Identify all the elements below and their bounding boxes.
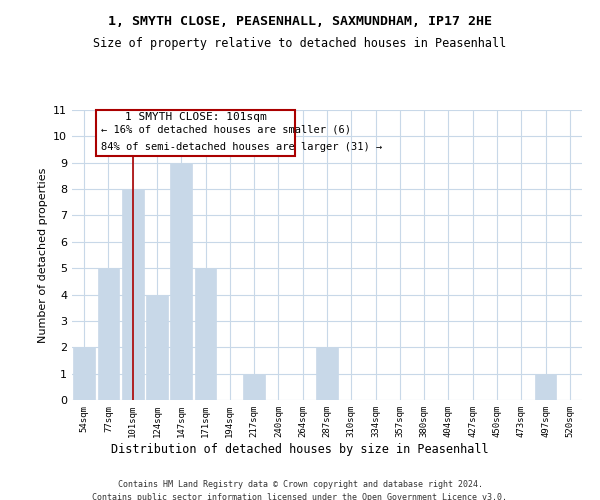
Bar <box>73 348 95 400</box>
Text: Contains public sector information licensed under the Open Government Licence v3: Contains public sector information licen… <box>92 492 508 500</box>
Text: 1 SMYTH CLOSE: 101sqm: 1 SMYTH CLOSE: 101sqm <box>125 112 267 122</box>
Bar <box>122 189 143 400</box>
Y-axis label: Number of detached properties: Number of detached properties <box>38 168 47 342</box>
Bar <box>194 268 217 400</box>
Bar <box>535 374 556 400</box>
Bar <box>96 110 295 156</box>
Text: Contains HM Land Registry data © Crown copyright and database right 2024.: Contains HM Land Registry data © Crown c… <box>118 480 482 489</box>
Text: Size of property relative to detached houses in Peasenhall: Size of property relative to detached ho… <box>94 38 506 51</box>
Text: Distribution of detached houses by size in Peasenhall: Distribution of detached houses by size … <box>111 442 489 456</box>
Bar <box>146 294 168 400</box>
Bar <box>243 374 265 400</box>
Text: ← 16% of detached houses are smaller (6): ← 16% of detached houses are smaller (6) <box>101 125 351 135</box>
Text: 1, SMYTH CLOSE, PEASENHALL, SAXMUNDHAM, IP17 2HE: 1, SMYTH CLOSE, PEASENHALL, SAXMUNDHAM, … <box>108 15 492 28</box>
Text: 84% of semi-detached houses are larger (31) →: 84% of semi-detached houses are larger (… <box>101 142 382 152</box>
Bar <box>170 162 192 400</box>
Bar <box>316 348 338 400</box>
Bar <box>97 268 119 400</box>
